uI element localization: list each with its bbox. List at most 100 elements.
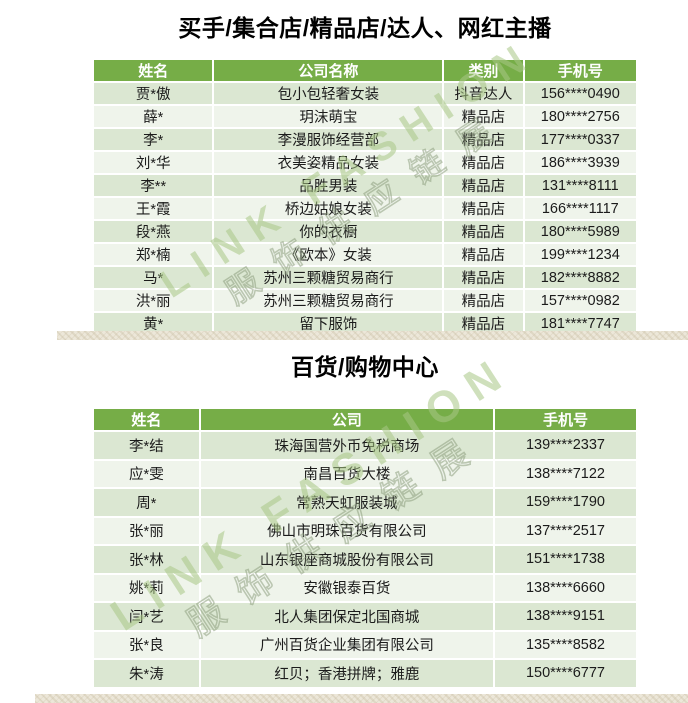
table-cell: 贾*傲 <box>94 83 213 104</box>
table-cell: 郑*楠 <box>94 244 213 265</box>
table-cell: 安徽银泰百货 <box>200 574 493 601</box>
table-cell: 159****1790 <box>494 489 636 516</box>
table-cell: 180****2756 <box>524 106 636 127</box>
table-cell: 常熟天虹服装城 <box>200 489 493 516</box>
malls-table-header-row: 姓名 公司 手机号 <box>94 409 636 430</box>
table-cell: 马* <box>94 267 213 288</box>
column-header: 公司 <box>200 409 493 430</box>
table-cell: 佛山市明珠百货有限公司 <box>200 517 493 544</box>
table-cell: 广州百货企业集团有限公司 <box>200 631 493 658</box>
column-header: 公司名称 <box>214 60 443 81</box>
table-cell: 131****8111 <box>524 175 636 196</box>
table-cell: 玥沫萌宝 <box>214 106 443 127</box>
table-row: 刘*华 衣美姿精品女装 精品店 186****3939 <box>94 152 636 173</box>
table-cell: 段*燕 <box>94 221 213 242</box>
table-cell: 李** <box>94 175 213 196</box>
table-cell: 精品店 <box>444 198 523 219</box>
table-row: 姚*莉 安徽银泰百货 138****6660 <box>94 574 636 601</box>
table-cell: 南昌百货大楼 <box>200 460 493 487</box>
table-cell: 张*林 <box>94 546 199 573</box>
table-cell: 薛* <box>94 106 213 127</box>
buyers-section-title: 买手/集合店/精品店/达人、网红主播 <box>178 15 552 41</box>
table-row: 贾*傲 包小包轻奢女装 抖音达人 156****0490 <box>94 83 636 104</box>
column-header: 手机号 <box>494 409 636 430</box>
table-cell: 苏州三颗糖贸易商行 <box>214 290 443 311</box>
table-cell: 品胜男装 <box>214 175 443 196</box>
table-cell: 山东银座商城股份有限公司 <box>200 546 493 573</box>
table-row: 黄* 留下服饰 精品店 181****7747 <box>94 313 636 334</box>
table-cell: 张*良 <box>94 631 199 658</box>
buyers-section: 买手/集合店/精品店/达人、网红主播 姓名 公司名称 类别 手机号 贾*傲 包小包轻奢女… <box>92 0 638 336</box>
table-cell: 135****8582 <box>494 631 636 658</box>
column-header: 姓名 <box>94 409 199 430</box>
table-cell: 182****8882 <box>524 267 636 288</box>
table-cell: 姚*莉 <box>94 574 199 601</box>
table-row: 应*雯 南昌百货大楼 138****7122 <box>94 460 636 487</box>
column-header: 手机号 <box>524 60 636 81</box>
table-row: 薛* 玥沫萌宝 精品店 180****2756 <box>94 106 636 127</box>
malls-section-title: 百货/购物中心 <box>291 354 439 380</box>
table-cell: 黄* <box>94 313 213 334</box>
table-cell: 150****6777 <box>494 660 636 687</box>
table-row: 马* 苏州三颗糖贸易商行 精品店 182****8882 <box>94 267 636 288</box>
table-cell: 精品店 <box>444 129 523 150</box>
table-cell: 精品店 <box>444 313 523 334</box>
table-row: 李** 品胜男装 精品店 131****8111 <box>94 175 636 196</box>
table-cell: 精品店 <box>444 175 523 196</box>
table-cell: 你的衣橱 <box>214 221 443 242</box>
table-cell: 李*结 <box>94 432 199 459</box>
table-row: 段*燕 你的衣橱 精品店 180****5989 <box>94 221 636 242</box>
table-cell: 衣美姿精品女装 <box>214 152 443 173</box>
malls-table: 姓名 公司 手机号 李*结 珠海国营外币免税商场 139****2337 应*雯 南昌百货大… <box>92 407 638 689</box>
table-cell: 精品店 <box>444 290 523 311</box>
table-cell: 151****1738 <box>494 546 636 573</box>
table-cell: 《欧本》女装 <box>214 244 443 265</box>
table-cell: 138****6660 <box>494 574 636 601</box>
table-row: 张*良 广州百货企业集团有限公司 135****8582 <box>94 631 636 658</box>
table-cell: 精品店 <box>444 244 523 265</box>
table-cell: 181****7747 <box>524 313 636 334</box>
table-cell: 186****3939 <box>524 152 636 173</box>
paper-texture-divider <box>57 331 688 340</box>
table-cell: 桥边姑娘女装 <box>214 198 443 219</box>
table-cell: 137****2517 <box>494 517 636 544</box>
table-cell: 166****1117 <box>524 198 636 219</box>
table-cell: 199****1234 <box>524 244 636 265</box>
table-cell: 157****0982 <box>524 290 636 311</box>
table-row: 闫*艺 北人集团保定北国商城 138****9151 <box>94 603 636 630</box>
paper-texture-footer <box>35 694 688 703</box>
column-header: 类别 <box>444 60 523 81</box>
malls-section: 百货/购物中心 姓名 公司 手机号 李*结 珠海国营外币免税商场 139****2337… <box>92 336 638 689</box>
table-cell: 精品店 <box>444 152 523 173</box>
table-cell: 闫*艺 <box>94 603 199 630</box>
table-cell: 北人集团保定北国商城 <box>200 603 493 630</box>
table-cell: 138****9151 <box>494 603 636 630</box>
table-cell: 周* <box>94 489 199 516</box>
table-row: 朱*涛 红贝；香港拼牌；雅鹿 150****6777 <box>94 660 636 687</box>
table-row: 张*丽 佛山市明珠百货有限公司 137****2517 <box>94 517 636 544</box>
table-row: 王*霞 桥边姑娘女装 精品店 166****1117 <box>94 198 636 219</box>
table-cell: 李漫服饰经营部 <box>214 129 443 150</box>
table-row: 周* 常熟天虹服装城 159****1790 <box>94 489 636 516</box>
table-cell: 精品店 <box>444 267 523 288</box>
column-header: 姓名 <box>94 60 213 81</box>
table-cell: 180****5989 <box>524 221 636 242</box>
table-row: 李* 李漫服饰经营部 精品店 177****0337 <box>94 129 636 150</box>
table-cell: 应*雯 <box>94 460 199 487</box>
buyers-table: 姓名 公司名称 类别 手机号 贾*傲 包小包轻奢女装 抖音达人 156****0490 薛* 玥… <box>92 58 638 336</box>
table-cell: 李* <box>94 129 213 150</box>
table-cell: 精品店 <box>444 106 523 127</box>
table-cell: 红贝；香港拼牌；雅鹿 <box>200 660 493 687</box>
table-cell: 包小包轻奢女装 <box>214 83 443 104</box>
table-cell: 苏州三颗糖贸易商行 <box>214 267 443 288</box>
table-cell: 张*丽 <box>94 517 199 544</box>
table-cell: 抖音达人 <box>444 83 523 104</box>
table-cell: 138****7122 <box>494 460 636 487</box>
table-row: 张*林 山东银座商城股份有限公司 151****1738 <box>94 546 636 573</box>
table-cell: 珠海国营外币免税商场 <box>200 432 493 459</box>
buyers-table-header-row: 姓名 公司名称 类别 手机号 <box>94 60 636 81</box>
table-cell: 刘*华 <box>94 152 213 173</box>
table-row: 李*结 珠海国营外币免税商场 139****2337 <box>94 432 636 459</box>
table-cell: 留下服饰 <box>214 313 443 334</box>
table-cell: 洪*丽 <box>94 290 213 311</box>
